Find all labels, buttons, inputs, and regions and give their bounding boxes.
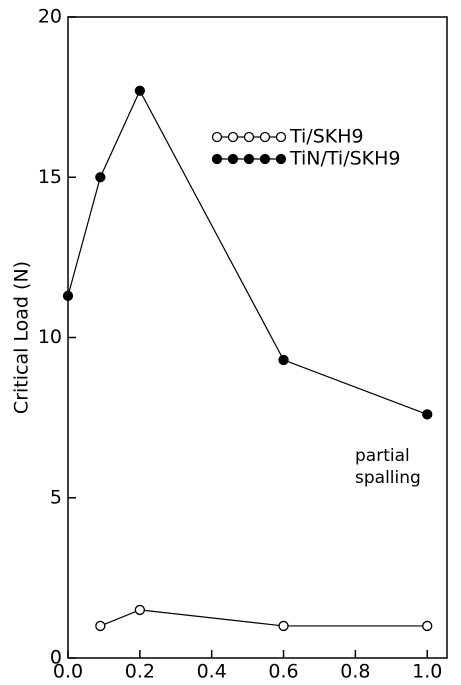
legend-marker — [275, 131, 287, 143]
legend-marker — [211, 131, 223, 143]
legend-marker — [211, 153, 223, 165]
data-point — [95, 172, 106, 183]
data-point — [422, 620, 433, 632]
legend-marker — [243, 131, 255, 143]
legend-marker — [275, 153, 287, 165]
y-tick-label: 15 — [38, 166, 62, 188]
y-tick-label: 0 — [50, 647, 62, 669]
legend-marker — [243, 153, 255, 165]
x-tick-label: 0.6 — [268, 661, 298, 683]
data-point — [278, 354, 289, 366]
data-point — [422, 409, 433, 420]
data-point — [278, 620, 289, 632]
x-tick-label: 1.0 — [412, 661, 442, 683]
annotation: spalling — [355, 468, 421, 488]
y-tick-label: 10 — [38, 326, 62, 348]
x-tick-label: 0.8 — [340, 661, 370, 683]
legend-label: TiN/Ti/SKH9 — [289, 148, 401, 170]
y-axis-label: Critical Load (N) — [11, 261, 33, 414]
legend-marker — [227, 153, 239, 165]
x-tick-label: 0.4 — [197, 661, 227, 683]
series-line — [100, 609, 428, 627]
legend-marker — [259, 153, 271, 165]
legend-marker — [259, 131, 271, 143]
x-axis-label: Titanium thick. (μm) — [140, 683, 334, 685]
data-point — [95, 620, 106, 632]
x-tick-label: 0.2 — [125, 661, 155, 683]
data-point — [62, 290, 74, 301]
plot-frame — [67, 16, 448, 659]
annotation: partial — [355, 446, 410, 466]
y-tick-label: 20 — [38, 6, 62, 28]
legend-label: Ti/SKH9 — [289, 126, 364, 148]
x-tick-label: 0.0 — [53, 661, 83, 683]
data-point — [134, 604, 145, 616]
data-point — [134, 85, 145, 96]
legend-marker — [227, 131, 239, 143]
y-tick-label: 5 — [50, 486, 62, 508]
